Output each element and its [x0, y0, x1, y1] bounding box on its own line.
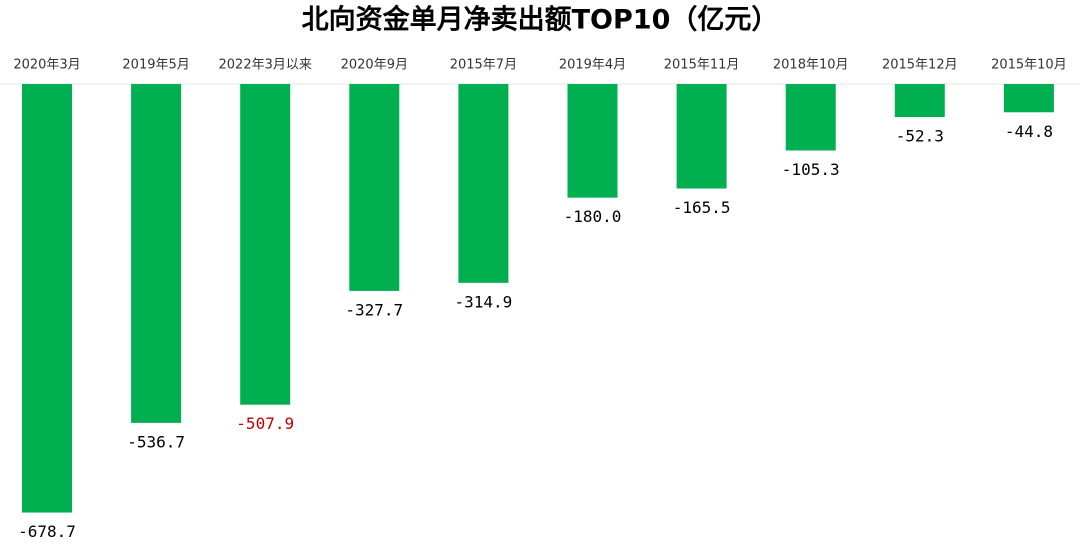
value-label: -44.8 — [1005, 122, 1053, 141]
bar — [785, 84, 836, 151]
bar — [1003, 84, 1054, 113]
bar — [349, 84, 400, 291]
x-tick-label: 2019年4月 — [559, 58, 626, 73]
x-tick-label: 2015年11月 — [664, 58, 740, 73]
value-label: -52.3 — [896, 127, 944, 146]
x-tick-label: 2015年10月 — [991, 58, 1067, 73]
bar — [567, 84, 618, 198]
x-tick-label: 2018年10月 — [773, 58, 849, 73]
chart-title: 北向资金单月净卖出额TOP10（亿元） — [302, 4, 779, 36]
bar — [240, 84, 291, 405]
x-tick-label: 2022年3月以来 — [219, 58, 312, 73]
bar — [458, 84, 509, 283]
value-label: -180.0 — [564, 207, 622, 226]
value-label: -314.9 — [455, 292, 513, 311]
x-tick-label: 2015年7月 — [450, 58, 517, 73]
x-tick-label: 2020年3月 — [13, 58, 80, 73]
bar — [22, 84, 72, 513]
bar — [676, 84, 727, 189]
bar — [131, 84, 182, 423]
x-tick-label: 2020年9月 — [341, 58, 408, 73]
value-label: -105.3 — [782, 160, 840, 179]
value-label: -507.9 — [236, 414, 294, 433]
value-label: -327.7 — [345, 300, 403, 319]
bar — [894, 84, 945, 118]
value-label: -678.7 — [18, 522, 76, 541]
value-label: -536.7 — [127, 432, 185, 451]
x-tick-label: 2019年5月 — [122, 58, 189, 73]
value-label: -165.5 — [673, 198, 731, 217]
x-tick-label: 2015年12月 — [882, 58, 958, 73]
